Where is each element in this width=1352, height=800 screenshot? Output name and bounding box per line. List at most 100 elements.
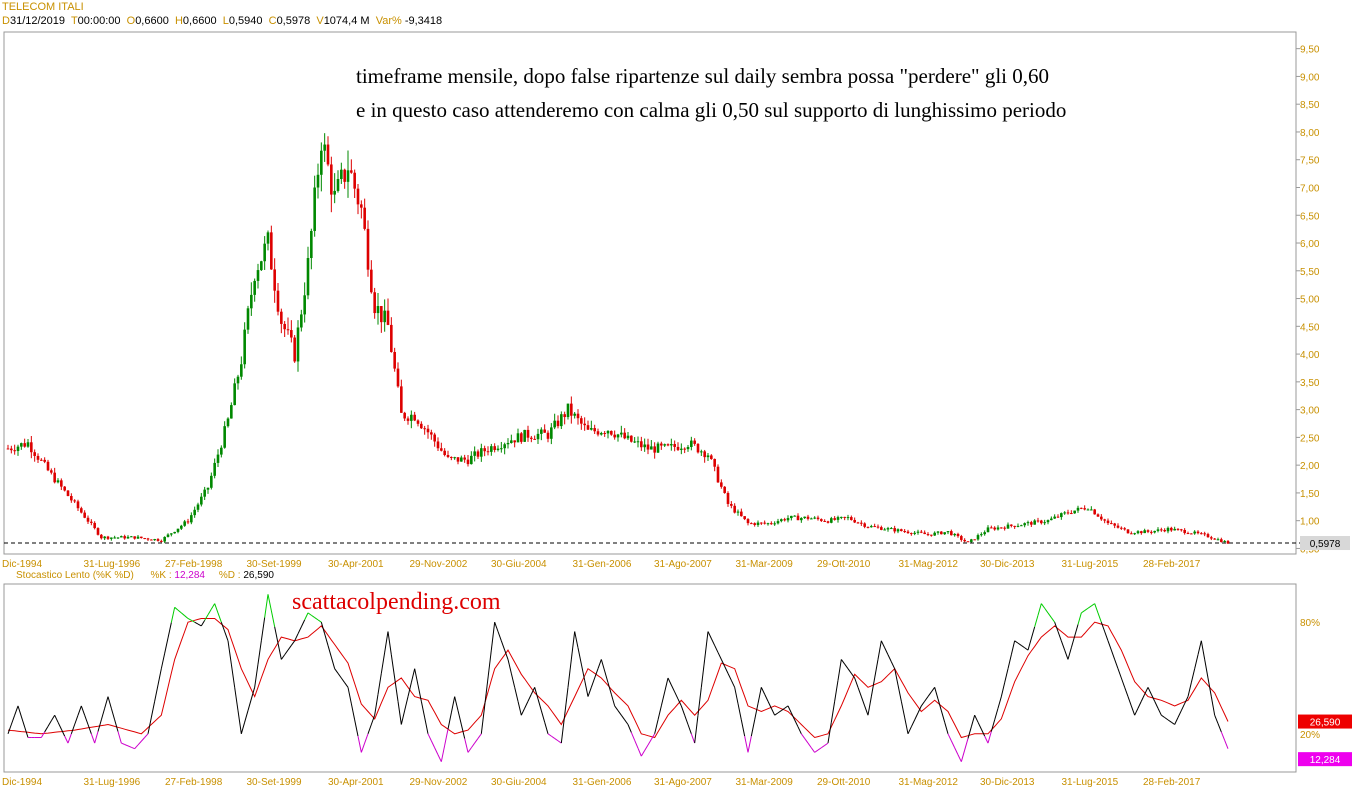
k-line-segment xyxy=(994,708,999,720)
candle-body xyxy=(976,535,980,540)
candle-body xyxy=(156,539,160,541)
candle-body xyxy=(1213,538,1216,540)
k-line-segment xyxy=(214,603,219,614)
k-line-segment xyxy=(647,739,652,746)
candle-body xyxy=(883,529,886,531)
k-line-segment xyxy=(704,631,709,660)
candle-body xyxy=(906,531,910,534)
time-label: T xyxy=(70,15,78,27)
candle-body xyxy=(1053,516,1056,519)
candle-body xyxy=(1150,531,1153,533)
candle-body xyxy=(273,269,276,291)
k-line-segment xyxy=(274,626,279,644)
candle-body xyxy=(950,531,953,536)
k-line-segment xyxy=(1024,647,1029,651)
var-label: Var% xyxy=(375,15,402,27)
candle-body xyxy=(1066,512,1070,514)
k-line-segment xyxy=(920,700,926,707)
candle-body xyxy=(103,536,106,539)
candle-body xyxy=(526,429,530,438)
k-line-segment xyxy=(954,747,959,755)
k-line-segment xyxy=(1120,677,1126,688)
candle-body xyxy=(160,540,163,542)
candle-body xyxy=(563,414,566,418)
candle-body xyxy=(1063,512,1066,514)
k-line-segment xyxy=(974,714,979,723)
candle-body xyxy=(793,515,796,517)
k-line-segment xyxy=(567,659,572,688)
k-line-segment xyxy=(717,652,722,660)
k-line-segment xyxy=(467,747,472,753)
y-tick-label: 1,50 xyxy=(1300,489,1320,500)
k-line-segment xyxy=(330,656,336,669)
candle-body xyxy=(860,522,863,524)
candle-body xyxy=(140,536,143,539)
candle-body xyxy=(1080,507,1083,509)
y-tick-label: 5,50 xyxy=(1300,267,1320,278)
k-line-segment xyxy=(544,722,549,734)
candle-body xyxy=(556,420,560,427)
k-line-segment xyxy=(1184,696,1189,704)
candle-body xyxy=(346,170,350,182)
candle-body xyxy=(833,518,836,520)
x-tick-label: 29-Ott-2010 xyxy=(817,777,871,788)
candle-body xyxy=(40,459,43,461)
k-line-segment xyxy=(154,684,159,702)
k-line-segment xyxy=(194,621,199,625)
candle-body xyxy=(1036,520,1040,522)
candle-body xyxy=(1140,531,1143,534)
k-last-badge: 12,284 xyxy=(1298,752,1352,767)
candle-body xyxy=(306,258,310,296)
k-line-segment xyxy=(847,668,852,674)
k-line-segment xyxy=(234,687,239,711)
k-line-segment xyxy=(147,717,152,734)
k-line-segment xyxy=(387,631,392,655)
candle-body xyxy=(590,428,593,430)
k-line-segment xyxy=(384,631,389,653)
k-line-segment xyxy=(204,614,209,621)
k-line-segment xyxy=(347,687,352,704)
candle-body xyxy=(983,532,986,535)
k-line-segment xyxy=(14,705,19,716)
candle-body xyxy=(1103,519,1106,521)
k-line-segment xyxy=(1050,617,1056,623)
candle-body xyxy=(280,311,283,324)
k-line-segment xyxy=(714,645,719,653)
x-tick-label: 31-Mar-2009 xyxy=(736,777,794,788)
k-line-segment xyxy=(854,677,859,688)
k-line-segment xyxy=(57,721,62,730)
k-line-segment xyxy=(50,714,56,722)
price-chart[interactable]: 9,50 9,00 8,50 8,00 7,50 7,00 6,50 6,00 5,50 5,00… xyxy=(0,30,1352,570)
candle-body xyxy=(93,522,96,529)
k-line-segment xyxy=(377,673,382,695)
k-line-segment xyxy=(890,661,896,669)
k-line-segment xyxy=(434,747,439,755)
candle-body xyxy=(773,523,776,525)
k-line-segment xyxy=(1034,615,1039,627)
k-line-segment xyxy=(904,717,909,734)
candle-body xyxy=(1223,541,1226,543)
x-tick-label: 31-Lug-2015 xyxy=(1062,559,1119,570)
k-line-segment xyxy=(787,705,792,714)
k-line-segment xyxy=(794,719,799,728)
k-line-segment xyxy=(380,652,386,674)
k-line-segment xyxy=(247,698,252,711)
candle-body xyxy=(676,446,680,450)
k-line-segment xyxy=(727,673,732,681)
stochastic-chart[interactable]: 80% 20% Dic-1994 31-Lug-1996 27-Feb-1998 30-… xyxy=(0,583,1352,800)
k-line-segment xyxy=(227,640,232,665)
k-line-segment xyxy=(584,680,589,697)
candle-body xyxy=(1183,529,1186,534)
k-line-segment xyxy=(17,705,22,717)
k-line-segment xyxy=(24,726,29,738)
candle-body xyxy=(706,455,710,458)
k-line-segment xyxy=(337,673,342,679)
y-tick-label: 3,00 xyxy=(1300,406,1320,417)
k-line-segment xyxy=(840,659,846,665)
candle-body xyxy=(1193,531,1196,534)
k-line-segment xyxy=(1200,640,1206,660)
k-line-segment xyxy=(551,735,555,739)
d-line xyxy=(7,618,1229,739)
candle-body xyxy=(433,434,436,442)
candle-body xyxy=(20,443,23,447)
